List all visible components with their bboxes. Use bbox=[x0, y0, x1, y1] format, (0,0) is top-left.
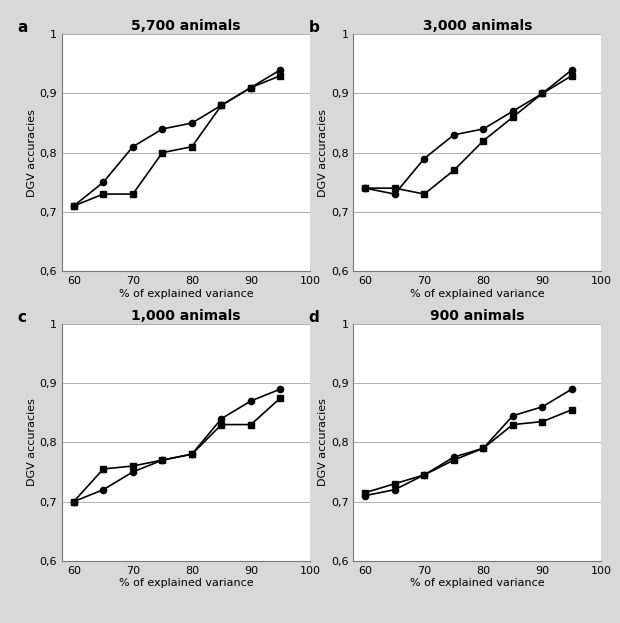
CHR bbox=[277, 66, 284, 74]
CHR bbox=[568, 66, 575, 74]
Line: ALL: ALL bbox=[71, 395, 283, 505]
ALL bbox=[539, 418, 546, 426]
ALL bbox=[568, 406, 575, 414]
Title: 1,000 animals: 1,000 animals bbox=[131, 309, 241, 323]
CHR bbox=[218, 102, 225, 109]
Line: CHR: CHR bbox=[362, 67, 575, 197]
CHR bbox=[568, 385, 575, 392]
ALL bbox=[391, 480, 399, 487]
ALL bbox=[100, 465, 107, 473]
CHR bbox=[509, 412, 516, 419]
Y-axis label: DGV accuracies: DGV accuracies bbox=[27, 398, 37, 487]
ALL bbox=[450, 456, 458, 464]
CHR bbox=[509, 108, 516, 115]
Legend: CHR, ALL: CHR, ALL bbox=[68, 343, 174, 353]
ALL bbox=[159, 456, 166, 464]
CHR bbox=[480, 444, 487, 452]
ALL bbox=[129, 462, 136, 470]
ALL bbox=[480, 137, 487, 145]
Title: 5,700 animals: 5,700 animals bbox=[131, 19, 241, 33]
ALL bbox=[70, 498, 78, 505]
Title: 900 animals: 900 animals bbox=[430, 309, 525, 323]
ALL bbox=[218, 421, 225, 429]
CHR bbox=[539, 403, 546, 411]
ALL bbox=[361, 489, 369, 497]
CHR bbox=[129, 143, 136, 151]
ALL bbox=[247, 421, 255, 429]
ALL bbox=[450, 167, 458, 174]
ALL bbox=[188, 143, 196, 151]
ALL bbox=[420, 191, 428, 198]
CHR bbox=[420, 471, 428, 478]
Line: ALL: ALL bbox=[71, 72, 283, 209]
Line: CHR: CHR bbox=[71, 386, 283, 505]
Text: a: a bbox=[17, 20, 28, 35]
Y-axis label: DGV accuracies: DGV accuracies bbox=[27, 108, 37, 197]
Y-axis label: DGV accuracies: DGV accuracies bbox=[318, 108, 328, 197]
X-axis label: % of explained variance: % of explained variance bbox=[410, 288, 545, 298]
Line: CHR: CHR bbox=[71, 67, 283, 209]
Legend: CHR, ALL: CHR, ALL bbox=[359, 343, 465, 353]
CHR bbox=[70, 202, 78, 210]
ALL bbox=[568, 72, 575, 80]
ALL bbox=[391, 184, 399, 192]
Title: 3,000 animals: 3,000 animals bbox=[423, 19, 532, 33]
Line: ALL: ALL bbox=[362, 407, 575, 496]
ALL bbox=[218, 102, 225, 109]
CHR bbox=[480, 125, 487, 133]
CHR bbox=[70, 498, 78, 505]
X-axis label: % of explained variance: % of explained variance bbox=[410, 578, 545, 588]
CHR bbox=[159, 456, 166, 464]
CHR bbox=[391, 486, 399, 493]
Text: c: c bbox=[17, 310, 27, 325]
CHR bbox=[361, 492, 369, 500]
CHR bbox=[100, 179, 107, 186]
ALL bbox=[100, 191, 107, 198]
ALL bbox=[129, 191, 136, 198]
ALL bbox=[480, 444, 487, 452]
CHR bbox=[361, 184, 369, 192]
X-axis label: % of explained variance: % of explained variance bbox=[118, 578, 254, 588]
Text: b: b bbox=[309, 20, 320, 35]
X-axis label: % of explained variance: % of explained variance bbox=[118, 288, 254, 298]
CHR bbox=[539, 90, 546, 97]
ALL bbox=[247, 84, 255, 92]
CHR bbox=[450, 454, 458, 461]
CHR bbox=[277, 385, 284, 392]
ALL bbox=[509, 421, 516, 429]
Text: d: d bbox=[309, 310, 319, 325]
ALL bbox=[159, 149, 166, 156]
CHR bbox=[391, 191, 399, 198]
CHR bbox=[100, 486, 107, 493]
ALL bbox=[539, 90, 546, 97]
CHR bbox=[450, 131, 458, 139]
CHR bbox=[188, 120, 196, 127]
ALL bbox=[361, 184, 369, 192]
ALL bbox=[509, 113, 516, 121]
ALL bbox=[70, 202, 78, 210]
CHR bbox=[247, 397, 255, 405]
Y-axis label: DGV accuracies: DGV accuracies bbox=[318, 398, 328, 487]
CHR bbox=[159, 125, 166, 133]
Line: ALL: ALL bbox=[362, 72, 575, 197]
ALL bbox=[277, 394, 284, 402]
CHR bbox=[218, 415, 225, 422]
ALL bbox=[420, 471, 428, 478]
ALL bbox=[277, 72, 284, 80]
Line: CHR: CHR bbox=[362, 386, 575, 499]
CHR bbox=[129, 468, 136, 476]
CHR bbox=[420, 155, 428, 163]
CHR bbox=[188, 450, 196, 458]
CHR bbox=[247, 84, 255, 92]
ALL bbox=[188, 450, 196, 458]
